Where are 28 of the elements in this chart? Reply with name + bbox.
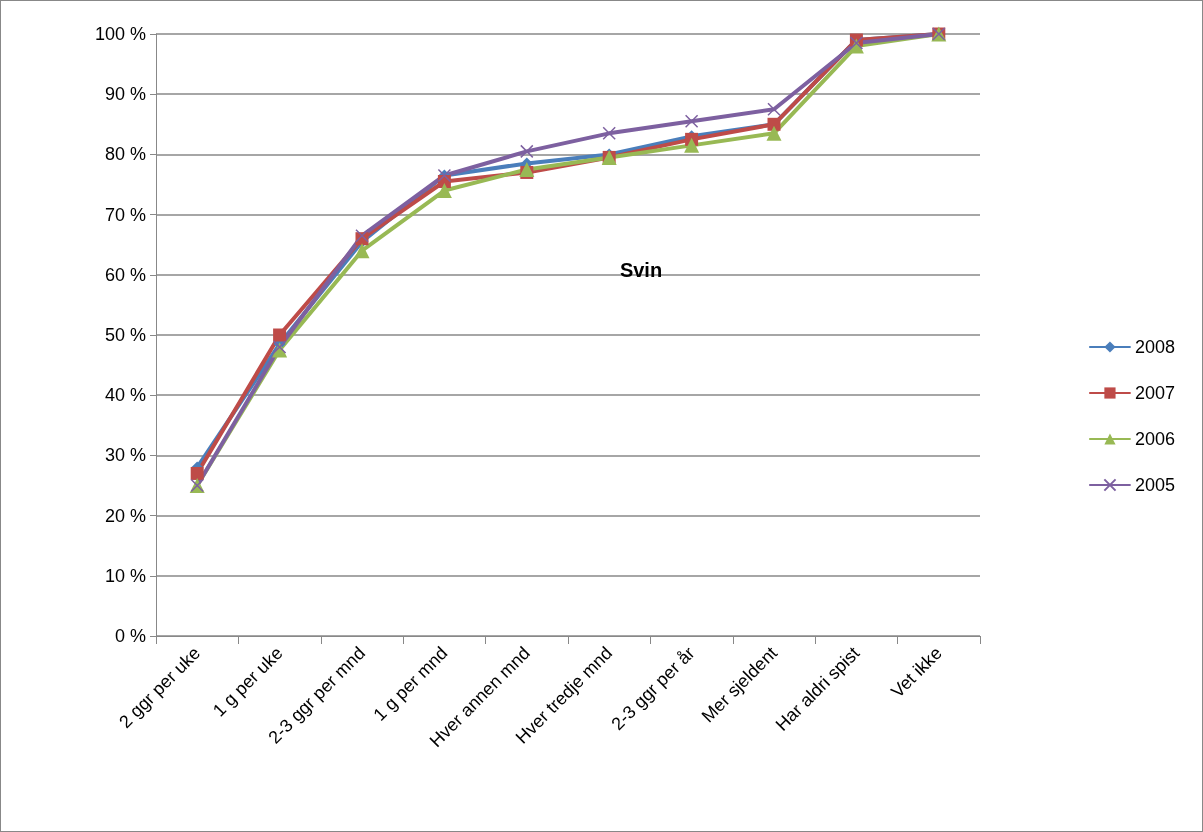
point <box>273 328 287 342</box>
point <box>684 137 700 153</box>
legend-label: 2005 <box>1134 475 1175 495</box>
point <box>602 126 616 141</box>
point <box>520 144 534 159</box>
point <box>190 466 204 480</box>
point <box>684 114 699 129</box>
legend-label: 2007 <box>1134 383 1175 403</box>
y-tick-label: 40 % <box>104 385 146 406</box>
y-tick-label: 30 % <box>104 445 146 466</box>
y-tick-label: 10 % <box>104 565 146 586</box>
y-tick-label: 60 % <box>104 264 146 285</box>
point <box>519 161 535 177</box>
y-tick-label: 70 % <box>104 204 146 225</box>
y-tick-label: 80 % <box>104 144 146 165</box>
point <box>355 228 369 243</box>
y-tick-label: 20 % <box>104 505 146 526</box>
point <box>354 243 370 259</box>
y-tick-label: 50 % <box>104 325 146 345</box>
point <box>766 125 782 141</box>
point <box>436 183 452 199</box>
y-tick-label: 90 % <box>104 84 146 105</box>
x-tick-label: Vet ikke <box>887 642 946 702</box>
text: Svin <box>619 259 663 281</box>
legend-label: 2008 <box>1134 337 1175 357</box>
legend-label: 2006 <box>1134 429 1175 449</box>
point <box>767 102 781 116</box>
y-tick-label: 100 % <box>94 24 146 44</box>
